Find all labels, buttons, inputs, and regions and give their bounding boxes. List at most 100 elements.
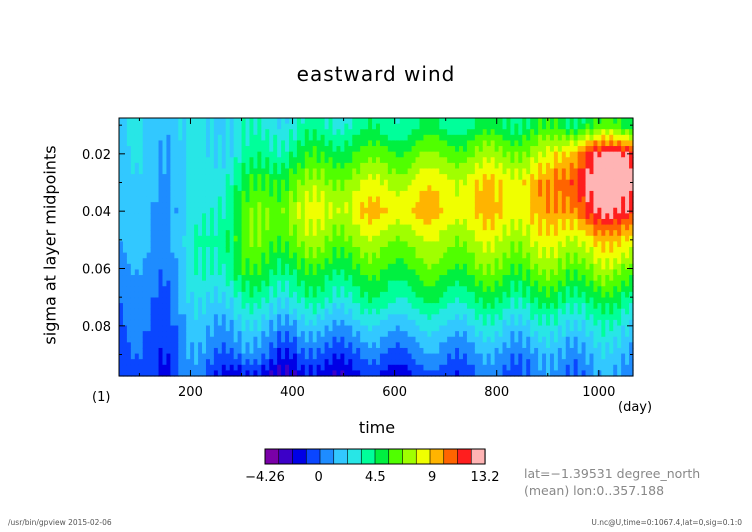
- heatmap-cell: [368, 168, 373, 175]
- heatmap-cell: [407, 269, 413, 276]
- heatmap-cell: [439, 308, 444, 315]
- heatmap-cell: [372, 207, 377, 214]
- heatmap-cell: [229, 134, 235, 142]
- heatmap-cell: [292, 123, 298, 130]
- heatmap-cell: [411, 151, 417, 158]
- heatmap-cell: [502, 286, 508, 293]
- heatmap-cell: [300, 179, 306, 186]
- heatmap-cell: [431, 196, 436, 203]
- heatmap-cell: [534, 342, 539, 349]
- heatmap-cell: [257, 258, 262, 265]
- heatmap-cell: [399, 151, 405, 158]
- heatmap-cell: [289, 286, 294, 293]
- heatmap-cell: [158, 336, 164, 343]
- heatmap-cell: [486, 247, 492, 254]
- heatmap-cell: [296, 162, 302, 170]
- heatmap-cell: [340, 297, 345, 304]
- heatmap-cell: [502, 331, 508, 338]
- heatmap-cell: [474, 241, 480, 248]
- heatmap-cell: [138, 218, 144, 226]
- heatmap-cell: [372, 291, 377, 299]
- heatmap-cell: [411, 269, 417, 276]
- heatmap-cell: [237, 275, 243, 282]
- heatmap-cell: [289, 241, 294, 248]
- heatmap-cell: [490, 157, 496, 164]
- heatmap-cell: [138, 213, 144, 220]
- heatmap-cell: [241, 353, 247, 360]
- heatmap-cell: [292, 134, 298, 142]
- heatmap-cell: [542, 151, 547, 158]
- heatmap-cell: [134, 325, 140, 332]
- heatmap-cell: [225, 280, 231, 287]
- heatmap-cell: [205, 151, 211, 158]
- heatmap-cell: [439, 218, 444, 226]
- heatmap-cell: [443, 190, 448, 198]
- heatmap-cell: [356, 168, 361, 175]
- heatmap-cell: [277, 157, 282, 164]
- heatmap-cell: [407, 123, 413, 130]
- heatmap-cell: [391, 275, 397, 282]
- heatmap-cell: [328, 235, 334, 242]
- heatmap-cell: [364, 123, 369, 130]
- heatmap-cell: [273, 218, 278, 226]
- heatmap-cell: [194, 342, 199, 349]
- heatmap-cell: [332, 286, 338, 293]
- heatmap-cell: [399, 269, 405, 276]
- heatmap-cell: [202, 252, 207, 259]
- heatmap-cell: [395, 129, 401, 136]
- heatmap-cell: [265, 325, 270, 332]
- heatmap-cell: [320, 263, 326, 271]
- heatmap-cell: [182, 185, 187, 192]
- heatmap-cell: [304, 247, 310, 254]
- heatmap-cell: [439, 140, 444, 147]
- heatmap-cell: [182, 308, 187, 315]
- heatmap-cell: [462, 218, 468, 226]
- heatmap-cell: [229, 123, 235, 130]
- heatmap-cell: [486, 118, 492, 125]
- heatmap-cell: [403, 258, 409, 265]
- heatmap-cell: [348, 185, 353, 192]
- heatmap-cell: [225, 190, 231, 198]
- heatmap-cell: [158, 325, 164, 332]
- heatmap-cell: [344, 359, 349, 366]
- heatmap-cell: [198, 291, 203, 299]
- heatmap-cell: [415, 336, 421, 343]
- heatmap-cell: [391, 342, 397, 349]
- heatmap-cell: [372, 202, 377, 209]
- heatmap-cell: [225, 364, 231, 371]
- heatmap-cell: [190, 230, 195, 237]
- heatmap-cell: [225, 213, 231, 220]
- heatmap-cell: [356, 308, 361, 315]
- heatmap-cell: [486, 213, 492, 220]
- heatmap-cell: [387, 151, 393, 158]
- heatmap-cell: [462, 241, 468, 248]
- heatmap-cell: [134, 118, 140, 125]
- heatmap-cell: [265, 190, 270, 198]
- heatmap-cell: [253, 359, 258, 366]
- heatmap-cell: [423, 336, 428, 343]
- heatmap-cell: [296, 359, 302, 366]
- heatmap-cell: [158, 359, 164, 366]
- heatmap-cell: [237, 291, 243, 299]
- heatmap-cell: [324, 263, 330, 271]
- heatmap-cell: [514, 213, 519, 220]
- heatmap-cell: [257, 151, 262, 158]
- heatmap-cell: [182, 370, 187, 377]
- heatmap-cell: [332, 230, 338, 237]
- heatmap-cell: [229, 179, 235, 186]
- heatmap-cell: [213, 258, 219, 265]
- heatmap-cell: [530, 269, 535, 276]
- heatmap-cell: [403, 347, 409, 355]
- heatmap-cell: [526, 202, 531, 209]
- heatmap-cell: [538, 129, 543, 136]
- heatmap-cell: [241, 263, 247, 271]
- heatmap-cell: [348, 123, 353, 130]
- heatmap-cell: [281, 336, 286, 343]
- heatmap-cell: [526, 185, 531, 192]
- heatmap-cell: [273, 336, 278, 343]
- heatmap-cell: [407, 275, 413, 282]
- heatmap-cell: [198, 258, 203, 265]
- heatmap-cell: [316, 319, 322, 327]
- heatmap-cell: [395, 190, 401, 198]
- heatmap-cell: [360, 280, 365, 287]
